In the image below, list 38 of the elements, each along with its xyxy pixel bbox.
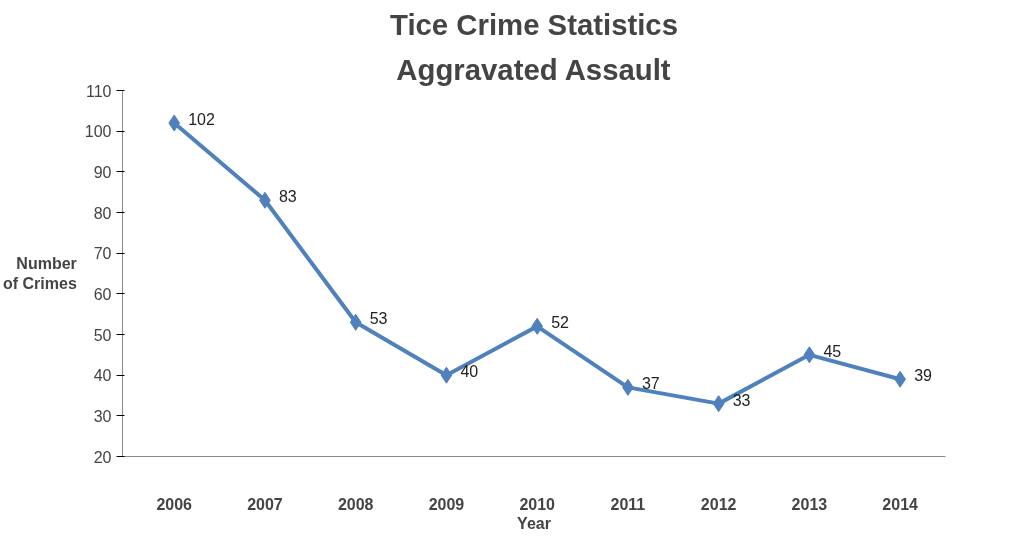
chart-title: Tice Crime Statistics xyxy=(390,7,678,41)
x-tick-label: 2014 xyxy=(882,495,919,513)
x-tick-label: 2011 xyxy=(610,495,646,513)
point xyxy=(531,317,544,335)
y-tick-label: 90 xyxy=(93,163,112,181)
point xyxy=(803,346,816,364)
x-tick-label: 2009 xyxy=(428,495,465,513)
y-tick-label: 30 xyxy=(93,407,112,425)
data-label: 39 xyxy=(914,367,933,385)
point xyxy=(712,395,725,413)
y-tick-label: 50 xyxy=(93,326,112,344)
point xyxy=(349,313,362,331)
y-tick-label: 80 xyxy=(93,204,112,222)
y-axis-title: Number of Crimes xyxy=(3,254,77,293)
point xyxy=(168,114,181,132)
x-tick-label: 2006 xyxy=(156,495,193,513)
chart-subtitle: Aggravated Assault xyxy=(396,52,671,86)
data-label: 33 xyxy=(732,391,751,409)
data-label: 52 xyxy=(551,314,570,332)
data-label: 53 xyxy=(369,310,388,328)
data-label: 102 xyxy=(188,111,216,129)
data-label: 45 xyxy=(823,342,842,360)
y-tick-label: 110 xyxy=(85,82,112,100)
x-tick-label: 2010 xyxy=(519,495,556,513)
y-tick-label: 100 xyxy=(84,123,112,141)
x-tick-label: 2007 xyxy=(247,495,283,513)
y-tick-label: 70 xyxy=(93,245,112,263)
data-label: 37 xyxy=(641,375,660,393)
data-label: 83 xyxy=(278,188,297,206)
x-tick-label: 2013 xyxy=(791,495,828,513)
x-tick-label: 2012 xyxy=(700,495,737,513)
y-tick-label: 60 xyxy=(93,285,112,303)
x-tick-label: 2008 xyxy=(337,495,374,513)
x-axis-title: Year xyxy=(517,514,551,532)
y-tick-label: 40 xyxy=(93,367,112,385)
data-label: 40 xyxy=(460,363,479,381)
y-tick-label: 20 xyxy=(93,448,112,466)
point xyxy=(440,366,453,384)
